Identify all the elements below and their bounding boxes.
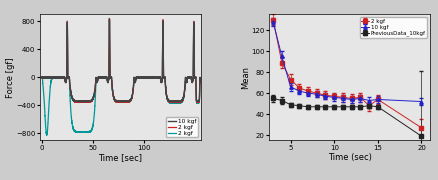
X-axis label: Time (sec): Time (sec) <box>327 153 371 162</box>
10 kgf <box>198 81 203 84</box>
10 kgf <box>39 76 44 78</box>
2 kgf <box>121 101 127 103</box>
2 kgf <box>76 131 81 133</box>
10 kgf <box>121 100 127 102</box>
10 kgf <box>138 76 144 78</box>
Line: 2 kgf: 2 kgf <box>42 18 201 135</box>
2 kgf <box>106 78 111 80</box>
Line: 2 kgf: 2 kgf <box>42 19 201 103</box>
2 kgf <box>69 122 74 124</box>
2 kgf <box>198 81 203 83</box>
10 kgf <box>76 100 81 102</box>
10 kgf <box>78 101 83 103</box>
Line: 10 kgf: 10 kgf <box>42 20 201 102</box>
2 kgf <box>138 76 144 78</box>
Legend: 10 kgf, 2 kgf, 2 kgf: 10 kgf, 2 kgf, 2 kgf <box>166 117 198 138</box>
X-axis label: Time [sec]: Time [sec] <box>98 153 142 162</box>
Y-axis label: Force [gf]: Force [gf] <box>6 57 14 98</box>
2 kgf <box>69 97 74 99</box>
2 kgf <box>174 102 179 104</box>
2 kgf <box>121 101 127 103</box>
2 kgf <box>198 82 203 84</box>
2 kgf <box>44 134 49 136</box>
Legend: 2 kgf, 10 kgf, PreviousData_10kgf: 2 kgf, 10 kgf, PreviousData_10kgf <box>359 17 427 38</box>
10 kgf <box>69 96 74 98</box>
Y-axis label: Mean: Mean <box>240 66 249 89</box>
2 kgf <box>106 78 111 80</box>
2 kgf <box>76 101 81 103</box>
2 kgf <box>69 120 74 123</box>
2 kgf <box>138 76 144 78</box>
10 kgf <box>69 96 74 98</box>
2 kgf <box>106 17 112 19</box>
10 kgf <box>106 78 111 80</box>
2 kgf <box>39 76 44 79</box>
10 kgf <box>106 19 112 21</box>
2 kgf <box>69 96 74 98</box>
2 kgf <box>39 76 44 78</box>
2 kgf <box>106 17 112 20</box>
